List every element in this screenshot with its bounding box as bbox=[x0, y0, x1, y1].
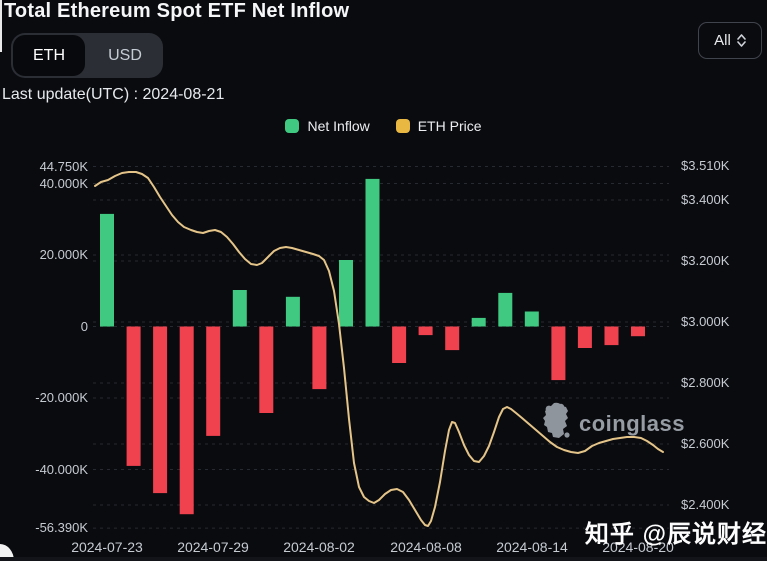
right-axis-tick: $3.200K bbox=[681, 253, 730, 268]
chevron-updown-icon bbox=[737, 34, 746, 47]
legend-item-eth-price[interactable]: ETH Price bbox=[395, 118, 482, 134]
last-update-text: Last update(UTC) : 2024-08-21 bbox=[2, 86, 225, 103]
bar-2024-08-09 bbox=[445, 326, 460, 351]
bar-2024-07-23 bbox=[100, 213, 114, 327]
bar-2024-07-26 bbox=[179, 326, 194, 515]
legend-label: ETH Price bbox=[417, 118, 482, 134]
bar-2024-08-06 bbox=[365, 178, 380, 327]
screenshot-edge-artifact bbox=[0, 0, 2, 52]
eth-price-swatch bbox=[395, 119, 410, 133]
right-axis-tick: $2.600K bbox=[681, 436, 730, 451]
bar-2024-07-29 bbox=[206, 326, 221, 436]
eth-price-line bbox=[94, 171, 664, 527]
x-axis-tick: 2024-08-14 bbox=[496, 539, 568, 555]
toggle-eth-button[interactable]: ETH bbox=[13, 35, 85, 76]
net-inflow-swatch bbox=[285, 119, 300, 133]
legend-item-net-inflow[interactable]: Net Inflow bbox=[285, 118, 370, 134]
right-axis-tick: $3.400K bbox=[681, 192, 730, 207]
bar-2024-08-12 bbox=[471, 317, 486, 327]
bar-2024-08-20 bbox=[631, 326, 645, 337]
x-axis-tick: 2024-08-20 bbox=[602, 539, 674, 555]
bar-2024-08-02 bbox=[312, 326, 327, 390]
toggle-usd-button[interactable]: USD bbox=[108, 46, 142, 64]
bar-2024-08-05 bbox=[339, 260, 353, 327]
bar-2024-08-08 bbox=[418, 326, 433, 336]
range-dropdown[interactable]: All bbox=[698, 22, 762, 59]
left-axis-tick: -56.390K bbox=[35, 520, 88, 535]
coinglass-logo-icon bbox=[541, 402, 572, 445]
bar-2024-07-30 bbox=[232, 290, 247, 327]
bar-2024-08-15 bbox=[551, 326, 566, 381]
legend-label: Net Inflow bbox=[307, 118, 370, 134]
bar-2024-07-25 bbox=[153, 326, 168, 494]
bar-2024-08-07 bbox=[392, 326, 407, 363]
bar-2024-08-01 bbox=[285, 296, 300, 327]
bottom-strip bbox=[0, 557, 767, 561]
left-axis-tick: -20.000K bbox=[35, 390, 88, 405]
bar-2024-08-19 bbox=[604, 326, 619, 346]
x-axis-tick: 2024-08-02 bbox=[283, 539, 355, 555]
x-axis-tick: 2024-08-08 bbox=[390, 539, 462, 555]
left-axis-tick: 44.750K bbox=[39, 159, 88, 174]
x-axis-tick: 2024-07-29 bbox=[177, 539, 249, 555]
bar-2024-08-16 bbox=[577, 326, 592, 348]
page-title: Total Ethereum Spot ETF Net Inflow bbox=[4, 0, 350, 22]
bar-2024-08-13 bbox=[498, 292, 513, 327]
right-axis-tick: $3.510K bbox=[681, 158, 730, 173]
right-axis-tick: $2.800K bbox=[681, 375, 730, 390]
left-axis-tick: 0 bbox=[80, 319, 88, 334]
coinglass-watermark: coinglass bbox=[541, 402, 685, 445]
left-axis-tick: 40.000K bbox=[39, 176, 88, 191]
bar-2024-07-31 bbox=[259, 326, 274, 413]
left-axis-tick: -40.000K bbox=[35, 462, 88, 477]
chart-legend: Net Inflow ETH Price bbox=[0, 116, 767, 136]
unit-toggle: ETH USD bbox=[11, 33, 163, 78]
range-dropdown-value: All bbox=[714, 32, 731, 49]
zhihu-watermark: 知乎 @辰说财经 bbox=[584, 521, 767, 548]
bar-2024-08-14 bbox=[524, 311, 539, 327]
right-axis-tick: $2.400K bbox=[681, 497, 730, 512]
x-axis-tick: 2024-07-23 bbox=[71, 539, 143, 555]
right-axis-tick: $3.000K bbox=[681, 314, 730, 329]
bar-2024-07-24 bbox=[126, 326, 141, 466]
left-axis-tick: 20.000K bbox=[39, 247, 88, 262]
coinglass-watermark-text: coinglass bbox=[579, 410, 685, 436]
